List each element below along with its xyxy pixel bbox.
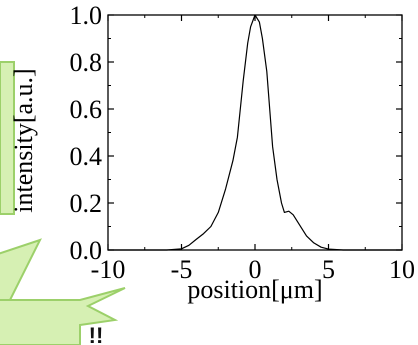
y-tick-label: 0.0 — [70, 236, 103, 265]
y-tick-label: 0.6 — [70, 95, 103, 124]
callout-text: !! — [89, 323, 104, 345]
y-tick-label: 1.0 — [70, 1, 103, 30]
x-tick-label: 5 — [322, 255, 335, 284]
x-tick-label: -10 — [91, 255, 126, 284]
y-axis-title: intensity[a.u.] — [9, 68, 38, 212]
ylabel-highlight-box — [0, 61, 15, 215]
y-tick-label: 0.8 — [70, 48, 103, 77]
x-tick-label: -5 — [171, 255, 193, 284]
x-axis-title: position[μm] — [187, 275, 322, 304]
y-tick-label: 0.4 — [70, 142, 103, 171]
x-tick-label: 10 — [389, 255, 415, 284]
plot-frame — [107, 14, 403, 251]
y-tick-label: 0.2 — [70, 189, 103, 218]
x-tick-label: 0 — [249, 255, 262, 284]
intensity-line — [108, 14, 402, 251]
callout-bubble — [0, 238, 126, 345]
